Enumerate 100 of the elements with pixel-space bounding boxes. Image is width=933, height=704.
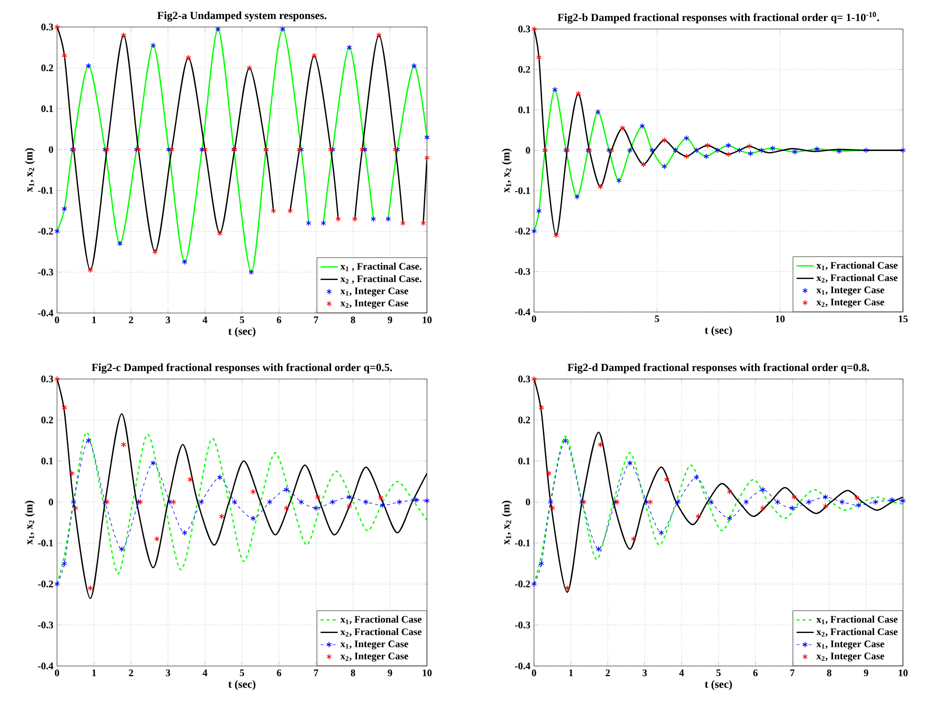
x-tick-label: 4: [202, 316, 208, 324]
point: [370, 216, 376, 222]
point: [182, 530, 188, 536]
x-tick-label: 8: [350, 316, 356, 324]
point: [202, 146, 208, 153]
x-tick-label: 10: [776, 316, 785, 322]
legend-label: x$_{1}$, Integer Case: [340, 288, 408, 296]
point: [696, 513, 701, 520]
x-tick-label: 1: [92, 316, 96, 324]
x-tick-label: 9: [388, 316, 392, 324]
point: [672, 147, 678, 154]
y-tick-label: -0.4: [515, 662, 530, 670]
x-tick-label: 9: [864, 670, 868, 676]
point: [564, 585, 570, 592]
point: [287, 208, 293, 214]
y-tick-label: 0: [48, 146, 54, 153]
point: [62, 52, 68, 59]
y-tick-label: -0.1: [515, 187, 530, 194]
point: [336, 216, 341, 222]
y-tick-label: 0.2: [41, 416, 54, 424]
point: [284, 505, 290, 512]
point: [198, 499, 204, 506]
x-tick-label: 2: [128, 316, 134, 324]
point: [62, 206, 68, 212]
point: [792, 494, 797, 500]
point: [219, 513, 224, 520]
point: [552, 86, 558, 93]
x-tick-label: 8: [350, 670, 356, 676]
point: [839, 499, 845, 506]
point: [72, 505, 78, 512]
legend-label: x$_{2}$, Integer Case: [816, 298, 884, 308]
point: [792, 148, 798, 155]
x-tick-label: 2: [606, 670, 610, 676]
y-tick-label: 0.2: [518, 416, 530, 424]
y-tick-label: -0.4: [515, 308, 530, 316]
point: [758, 147, 764, 154]
point: [598, 184, 604, 190]
point: [424, 498, 430, 504]
legend-label: x$_{1}$, Integer Case: [816, 286, 884, 296]
x-tick-label: 15: [898, 316, 908, 322]
point: [120, 32, 126, 38]
point: [675, 499, 681, 506]
point: [616, 178, 622, 184]
legend-label: x$_{1}$ , Fractinal Case.: [340, 262, 422, 272]
y-tick-label: -0.1: [38, 540, 53, 546]
point: [306, 220, 312, 226]
point: [900, 147, 906, 154]
x-tick-label: 5: [240, 316, 244, 324]
point: [54, 376, 60, 382]
point: [726, 515, 732, 522]
point: [640, 161, 646, 168]
point: [704, 153, 709, 160]
point: [774, 499, 780, 506]
legend-label: x$_{1}$, Fractional Case: [816, 616, 898, 624]
legend-label: x$_{2}$, Fractional Case: [340, 628, 422, 637]
y-tick-label: 0: [526, 146, 530, 154]
y-tick-label: 0.3: [518, 26, 530, 32]
point: [546, 470, 552, 476]
chart-title: Fig2-d Damped fractional responses with fractional order q=0.8.: [568, 363, 870, 374]
point: [411, 62, 417, 69]
point: [630, 536, 636, 542]
point: [166, 146, 172, 153]
legend-label: x$_{1}$, Fractional Case: [816, 262, 898, 270]
point: [684, 153, 690, 160]
y-axis-title: x$_{1}$, x$_{2}$ (m): [502, 148, 512, 193]
point: [320, 220, 326, 226]
point: [62, 404, 68, 411]
point: [315, 494, 321, 500]
point: [152, 248, 158, 255]
point: [748, 150, 754, 157]
x-tick-label: 1: [569, 670, 573, 676]
legend-label: x$_{2}$ , Fractinal Case.: [340, 275, 422, 284]
point: [188, 476, 193, 482]
chart-title: Fig2-c Damped fractional responses with fractional order q=0.5.: [92, 363, 392, 374]
point: [71, 499, 76, 506]
point: [86, 438, 92, 444]
x-tick-label: 6: [276, 670, 282, 676]
point: [536, 54, 542, 60]
point: [217, 230, 222, 236]
point: [330, 499, 336, 506]
point: [250, 515, 256, 522]
point: [648, 499, 653, 506]
point: [54, 228, 60, 234]
point: [548, 499, 554, 506]
point: [814, 146, 820, 152]
x-tick-label: 0: [532, 316, 536, 322]
point: [553, 232, 559, 238]
x-tick-label: 6: [753, 670, 758, 676]
point: [822, 494, 828, 500]
point: [736, 147, 742, 154]
point: [217, 474, 222, 480]
point: [119, 546, 124, 552]
y-tick-label: -0.2: [38, 228, 54, 235]
point: [714, 147, 720, 154]
point: [640, 123, 645, 130]
point: [167, 499, 173, 506]
point: [596, 546, 602, 552]
y-tick-label: 0.1: [518, 106, 530, 114]
point: [872, 499, 878, 506]
x-tick-label: 8: [827, 670, 832, 676]
